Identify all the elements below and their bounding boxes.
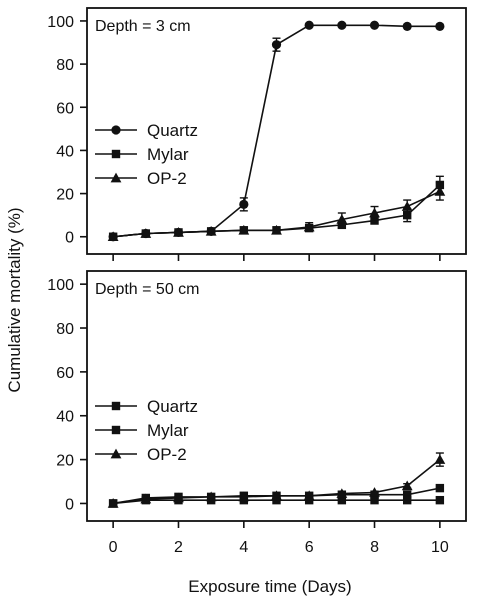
data-point-op-2 [238,224,250,235]
data-point-quartz [435,21,445,31]
data-point-op-2 [238,491,250,502]
data-point-op-2 [205,225,217,236]
panel-depth-50cm: Depth = 50 cm 0 20 40 60 80 100 0 2 4 6 8 10 Quart… [47,270,467,556]
legend-item-mylar: Mylar [95,145,189,164]
data-point-op-2 [107,231,119,242]
legend-marker-quartz [111,401,121,411]
legend-label: OP-2 [147,169,187,188]
y-axis-title: Cumulative mortality (%) [5,207,24,392]
data-point-mylar [402,210,412,220]
data-point-mylar [304,495,314,505]
series-op-2 [107,452,446,508]
panel-title: Depth = 3 cm [95,18,191,35]
legend-item-quartz: Quartz [95,397,198,416]
x-tick-label: 0 [109,539,118,556]
data-point-mylar [370,495,379,505]
data-point-op-2 [140,493,152,504]
y-tick-label: 100 [47,14,74,31]
legend-marker-op-2 [110,448,122,459]
legend-item-op-2: OP-2 [95,445,187,464]
data-point-quartz [271,40,282,50]
x-tick-label: 8 [370,539,379,556]
data-point-op-2 [303,490,315,501]
legend-item-mylar: Mylar [95,421,189,440]
data-point-op-2 [336,214,348,224]
x-axis-title: Exposure time (Days) [188,577,351,596]
y-tick-label: 20 [56,453,74,470]
y-tick-label: 0 [65,230,74,247]
data-point-op-2 [173,492,184,503]
x-tick-label: 4 [239,539,248,556]
legend-item-quartz: Quartz [95,121,198,140]
series-group [107,20,446,242]
data-point-mylar [337,495,347,505]
y-tick-label: 80 [56,321,74,338]
data-point-quartz [402,21,412,31]
legend-item-op-2: OP-2 [95,169,187,188]
data-point-op-2 [271,224,282,235]
y-tick-label: 60 [56,365,74,382]
y-tick-label: 60 [56,100,74,117]
data-point-op-2 [336,488,348,498]
legend-marker-mylar [111,149,121,159]
y-axis-ticks: 0 20 40 60 80 100 [47,277,87,513]
plot-frame [86,270,467,522]
data-point-op-2 [434,454,446,464]
panel-title: Depth = 50 cm [95,281,200,298]
data-point-op-2 [205,491,217,502]
plot-frame [86,7,467,255]
data-point-op-2 [434,186,446,196]
data-point-quartz [337,20,347,30]
series-group [107,452,446,508]
y-tick-label: 20 [56,187,74,204]
x-tick-label: 6 [305,539,314,556]
panel-depth-3cm: Depth = 3 cm 0 20 40 60 80 100 Quartz Mylar OP-… [47,7,467,261]
legend-label: OP-2 [147,445,187,464]
legend-marker-op-2 [110,172,122,183]
data-point-mylar [402,495,412,505]
series-op-2 [107,182,446,242]
data-point-mylar [272,495,281,505]
x-axis-ticks: 0 2 4 6 8 10 [109,521,449,556]
y-axis-ticks: 0 20 40 60 80 100 [47,14,87,247]
x-tick-label: 2 [174,539,183,556]
legend-label: Mylar [147,421,189,440]
data-point-op-2 [140,228,152,238]
data-point-quartz [435,483,445,493]
x-tick-label: 10 [431,539,449,556]
y-tick-label: 40 [56,409,74,426]
data-point-op-2 [107,498,119,508]
data-point-quartz [239,199,249,209]
legend-marker-mylar [111,425,121,435]
legend: Quartz Mylar OP-2 [95,121,198,188]
legend: Quartz Mylar OP-2 [95,397,198,464]
data-point-op-2 [369,207,380,218]
legend-label: Quartz [147,121,198,140]
data-point-quartz [304,20,314,30]
data-point-op-2 [271,490,282,501]
data-point-op-2 [173,227,184,237]
legend-marker-quartz [111,125,121,135]
data-point-quartz [402,490,412,499]
x-axis-ticks [112,254,441,261]
data-point-quartz [369,20,380,30]
data-point-op-2 [401,201,413,211]
y-tick-label: 100 [47,277,74,294]
data-point-op-2 [369,487,380,497]
legend-label: Mylar [147,145,189,164]
data-point-mylar [370,216,379,225]
y-tick-label: 40 [56,143,74,160]
data-point-mylar [435,495,445,505]
data-point-op-2 [303,221,315,232]
y-tick-label: 80 [56,57,74,74]
data-point-op-2 [401,480,413,491]
legend-label: Quartz [147,397,198,416]
y-tick-label: 0 [65,496,74,513]
